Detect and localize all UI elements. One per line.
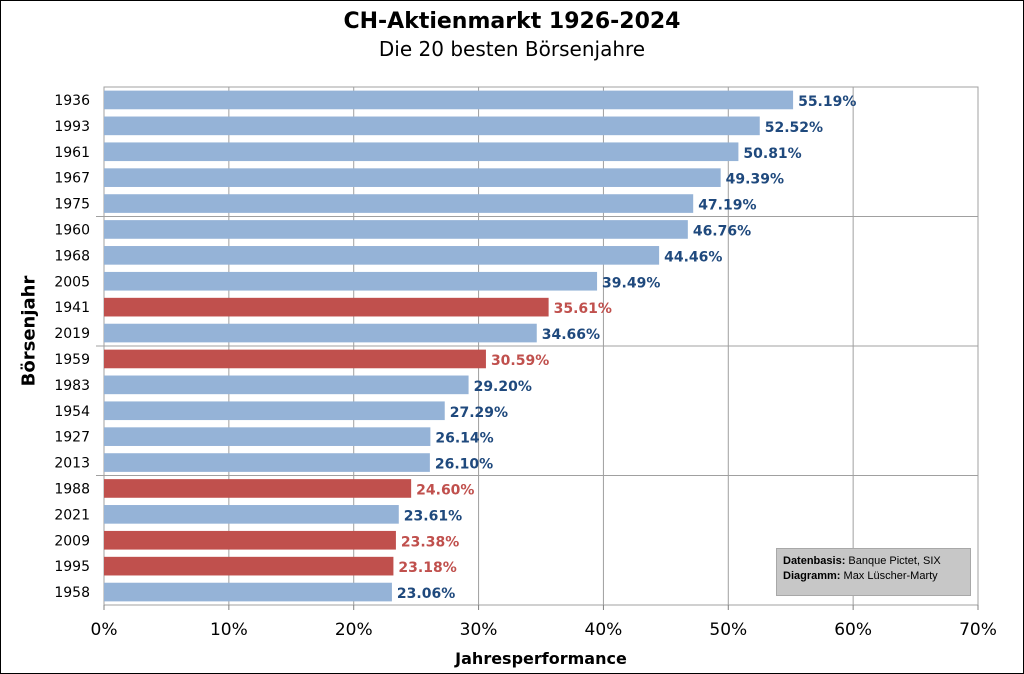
source-note: Datenbasis: Banque Pictet, SIX Diagramm:… xyxy=(776,548,971,596)
y-tick-label: 2009 xyxy=(54,533,90,549)
x-tick-label: 40% xyxy=(585,620,623,640)
bar xyxy=(104,220,688,239)
bar xyxy=(104,427,431,446)
bar xyxy=(104,142,739,162)
x-tick-label: 60% xyxy=(834,620,872,640)
source-data-label: Datenbasis: xyxy=(783,555,846,567)
data-label: 35.61% xyxy=(554,301,612,317)
data-label: 27.29% xyxy=(450,405,508,421)
y-tick-label: 1975 xyxy=(54,197,90,213)
x-tick-label: 10% xyxy=(210,620,248,640)
x-tick-label: 50% xyxy=(709,620,747,640)
bar xyxy=(104,297,549,317)
y-tick-label: 1967 xyxy=(54,171,90,187)
source-diagram-value: Max Lüscher-Marty xyxy=(840,570,938,582)
data-label: 23.38% xyxy=(401,534,459,550)
bar xyxy=(104,168,721,187)
chart-subtitle: Die 20 besten Börsenjahre xyxy=(378,37,646,61)
data-label: 34.66% xyxy=(542,327,600,343)
y-tick-label: 1941 xyxy=(54,300,90,316)
data-label: 39.49% xyxy=(602,275,660,291)
y-tick-label: 2005 xyxy=(54,274,90,290)
y-tick-label: 1961 xyxy=(54,145,90,161)
data-label: 52.52% xyxy=(765,120,823,136)
bar xyxy=(104,375,469,395)
data-label: 55.19% xyxy=(798,94,856,110)
source-line-data: Datenbasis: Banque Pictet, SIX xyxy=(783,554,964,569)
y-tick-label: 2019 xyxy=(54,326,90,342)
bar xyxy=(104,271,598,291)
x-axis-label: Jahresperformance xyxy=(455,649,627,668)
x-tick-label: 0% xyxy=(91,620,118,640)
source-line-diagram: Diagramm: Max Lüscher-Marty xyxy=(783,569,964,584)
y-tick-label: 1936 xyxy=(54,93,90,109)
bar xyxy=(104,505,399,524)
data-label: 47.19% xyxy=(698,198,756,214)
bar xyxy=(104,194,694,213)
y-tick-label: 1968 xyxy=(54,248,90,264)
bar xyxy=(104,479,412,498)
x-tick-label: 20% xyxy=(335,620,373,640)
bar xyxy=(104,116,760,136)
y-tick-label: 1954 xyxy=(54,404,90,420)
y-tick-label: 1927 xyxy=(54,430,90,446)
bar xyxy=(104,556,394,576)
data-label: 24.60% xyxy=(416,482,474,498)
y-tick-label: 1983 xyxy=(54,378,90,394)
y-tick-label: 1959 xyxy=(54,352,90,368)
y-tick-label: 1993 xyxy=(54,119,90,135)
y-tick-label: 1995 xyxy=(54,559,90,575)
bar xyxy=(104,349,486,369)
bar xyxy=(104,323,537,343)
x-tick-label: 30% xyxy=(460,620,498,640)
y-tick-label: 2021 xyxy=(54,507,90,523)
data-label: 30.59% xyxy=(491,353,549,369)
data-label: 23.61% xyxy=(404,508,462,524)
bar xyxy=(104,401,445,421)
data-label: 44.46% xyxy=(664,249,722,265)
bar xyxy=(104,453,430,472)
y-tick-label: 1960 xyxy=(54,222,90,238)
data-label: 26.14% xyxy=(435,431,493,447)
y-tick-label: 1988 xyxy=(54,481,90,497)
data-label: 50.81% xyxy=(743,146,801,162)
chart-title: CH-Aktienmarkt 1926-2024 xyxy=(343,9,681,34)
y-tick-label: 1958 xyxy=(54,585,90,601)
y-tick-label: 2013 xyxy=(54,456,90,472)
bar xyxy=(104,90,794,110)
source-diagram-label: Diagramm: xyxy=(783,570,841,582)
data-label: 49.39% xyxy=(726,172,784,188)
data-label: 26.10% xyxy=(435,457,493,473)
data-label: 23.06% xyxy=(397,586,455,602)
bar xyxy=(104,246,660,265)
source-data-value: Banque Pictet, SIX xyxy=(845,555,941,567)
bar xyxy=(104,530,396,550)
data-label: 23.18% xyxy=(398,560,456,576)
bar xyxy=(104,582,392,602)
x-tick-label: 70% xyxy=(959,620,997,640)
data-label: 29.20% xyxy=(474,379,532,395)
data-label: 46.76% xyxy=(693,223,751,239)
